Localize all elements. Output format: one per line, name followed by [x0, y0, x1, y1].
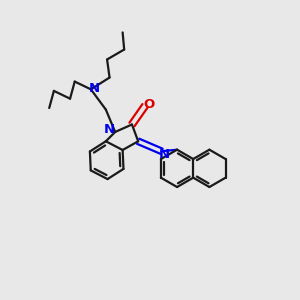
Text: O: O: [143, 98, 154, 111]
Text: N: N: [158, 148, 169, 161]
Text: N: N: [89, 82, 100, 95]
Text: N: N: [103, 123, 115, 136]
